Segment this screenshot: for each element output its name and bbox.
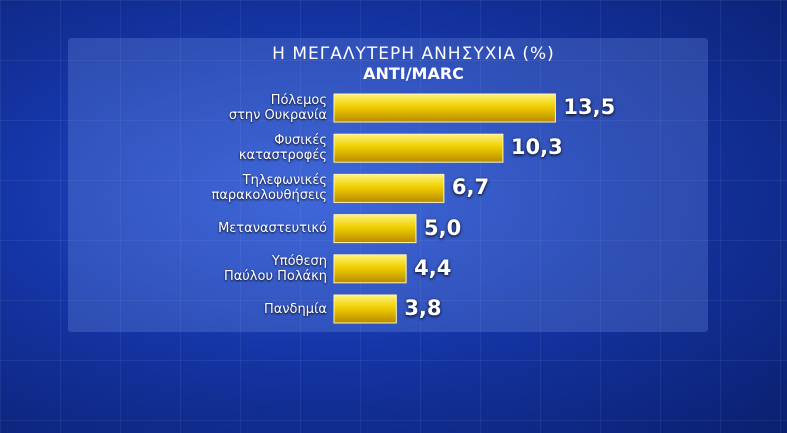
chart-title: Η ΜΕΓΑΛΥΤΕΡΗ ΑΝΗΣΥΧΙΑ (%) bbox=[272, 44, 555, 64]
value-label: 13,5 bbox=[563, 95, 616, 119]
bar bbox=[333, 214, 417, 244]
category-label: Πόλεμος στην Ουκρανία bbox=[228, 93, 327, 123]
category-label: Φυσικές καταστροφές bbox=[238, 133, 327, 164]
category-label: Πανδημία bbox=[263, 301, 327, 317]
bar bbox=[333, 133, 504, 163]
bar bbox=[333, 254, 407, 284]
value-label: 6,7 bbox=[451, 175, 490, 200]
value-label: 3,8 bbox=[404, 296, 442, 320]
value-label: 4,4 bbox=[414, 255, 452, 280]
value-label: 5,0 bbox=[424, 215, 462, 240]
chart-subtitle: ANTI/MARC bbox=[363, 64, 464, 83]
value-label: 10,3 bbox=[510, 135, 563, 160]
bar bbox=[333, 93, 556, 123]
bar bbox=[333, 173, 445, 203]
bar bbox=[333, 294, 397, 324]
category-label: Υπόθεση Παύλου Πολάκη bbox=[223, 253, 327, 284]
category-label: Τηλεφωνικές παρακολουθήσεις bbox=[211, 173, 328, 204]
category-label: Μεταναστευτικό bbox=[218, 221, 327, 237]
